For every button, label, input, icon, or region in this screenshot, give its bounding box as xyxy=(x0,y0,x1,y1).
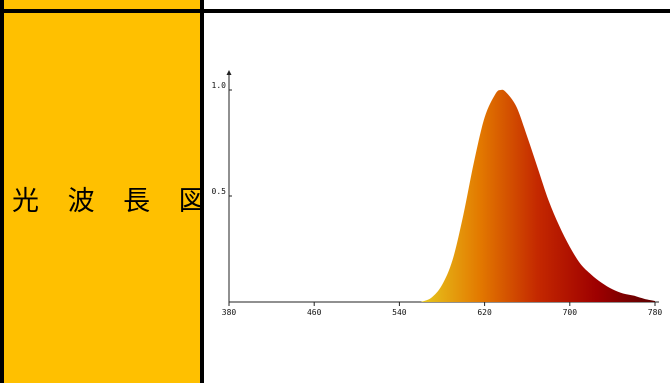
x-tick-label: 380 xyxy=(222,308,237,317)
row-label: 光 波 長 図 xyxy=(12,186,216,217)
spectrum-area xyxy=(420,89,655,303)
x-tick-label: 780 xyxy=(648,308,663,317)
axes xyxy=(226,70,659,303)
x-tick-label: 540 xyxy=(392,308,407,317)
x-tick-label: 620 xyxy=(477,308,492,317)
column-divider xyxy=(200,0,204,383)
x-tick-label: 460 xyxy=(307,308,322,317)
marks xyxy=(420,89,655,303)
label-cell xyxy=(4,13,200,383)
y-tick-label: 0.5 xyxy=(212,187,227,196)
table-top-border xyxy=(0,9,670,13)
table-left-border xyxy=(0,0,4,383)
x-ticks: 380 460 540 620 700 780 xyxy=(222,302,663,317)
spectrum-chart: 380 460 540 620 700 780 0.5 1.0 xyxy=(212,70,663,317)
y-axis-arrow xyxy=(226,70,232,75)
y-ticks: 0.5 1.0 xyxy=(212,81,232,197)
y-tick-label: 1.0 xyxy=(212,81,227,90)
x-tick-label: 700 xyxy=(563,308,578,317)
label-cell-top-strip xyxy=(4,0,200,9)
spectrum-chart-area: 380 460 540 620 700 780 0.5 1.0 xyxy=(204,13,670,383)
